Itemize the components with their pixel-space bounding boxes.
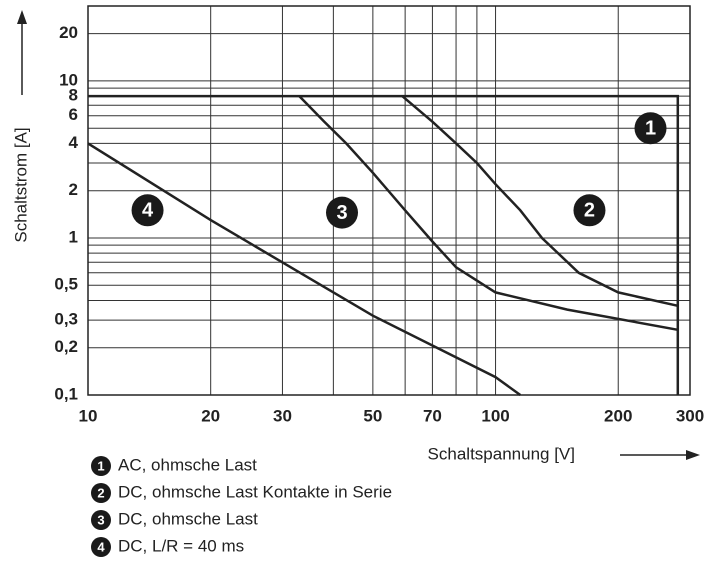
x-tick-label: 30 [273, 406, 292, 425]
badge-circle [634, 112, 667, 145]
series-line [401, 95, 679, 308]
badge-circle [326, 196, 359, 229]
x-axis-label: Schaltspannung [V] [428, 444, 575, 463]
legend-label: DC, ohmsche Last Kontakte in Serie [118, 482, 392, 501]
badge-label: 4 [97, 539, 105, 554]
y-tick-label: 8 [69, 86, 78, 105]
x-arrowhead [686, 450, 700, 460]
badge-circle [91, 537, 111, 557]
y-axis-label: Schaltstrom [A] [11, 127, 30, 242]
badge-circle [91, 510, 111, 530]
y-tick-label: 0,3 [54, 310, 78, 329]
series-line [87, 142, 522, 397]
x-tick-label: 100 [481, 406, 509, 425]
badge-circle [91, 456, 111, 476]
y-tick-label: 0,2 [54, 337, 78, 356]
badge-label: 1 [97, 458, 104, 473]
plot-border [87, 5, 691, 396]
badge-label: 2 [584, 200, 595, 222]
y-tick-label: 0,5 [54, 275, 78, 294]
y-arrowhead [17, 10, 27, 24]
badge-circle [573, 194, 606, 227]
badge-label: 3 [97, 512, 104, 527]
x-tick-label: 20 [201, 406, 220, 425]
badge-label: 2 [97, 485, 104, 500]
legend-label: AC, ohmsche Last [118, 455, 257, 474]
badge-label: 3 [336, 202, 347, 224]
series-line [298, 95, 679, 332]
y-tick-label: 10 [59, 70, 78, 89]
y-tick-label: 2 [69, 180, 78, 199]
y-tick-label: 6 [69, 105, 78, 124]
y-tick-label: 4 [69, 133, 79, 152]
x-tick-label: 200 [604, 406, 632, 425]
x-tick-label: 10 [79, 406, 98, 425]
badge-label: 1 [645, 117, 656, 139]
x-tick-label: 70 [423, 406, 442, 425]
badge-circle [131, 194, 164, 227]
x-tick-label: 300 [676, 406, 704, 425]
legend-label: DC, L/R = 40 ms [118, 536, 244, 555]
y-tick-label: 0,1 [54, 384, 78, 403]
x-tick-label: 50 [363, 406, 382, 425]
y-tick-label: 1 [69, 227, 78, 246]
y-tick-label: 20 [59, 23, 78, 42]
legend-label: DC, ohmsche Last [118, 509, 258, 528]
badge-label: 4 [142, 200, 154, 222]
badge-circle [91, 483, 111, 503]
series-line [88, 94, 680, 395]
